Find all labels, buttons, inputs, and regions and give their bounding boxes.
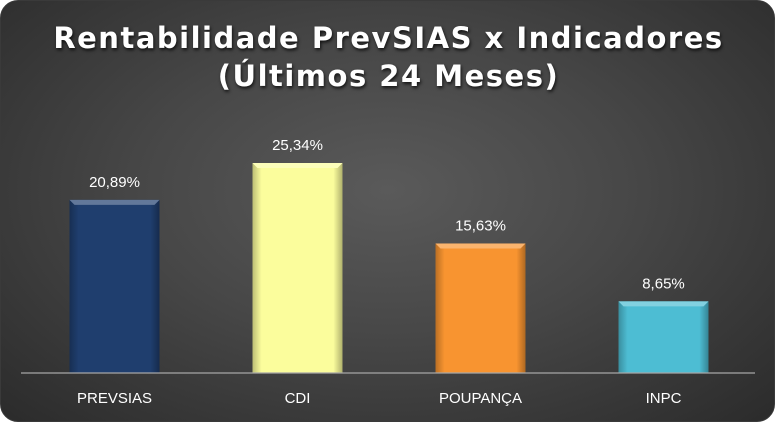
bar-cdi: [252, 163, 343, 373]
x-tick-label-cdi: CDI: [285, 390, 311, 407]
data-label-cdi: 25,34%: [272, 137, 323, 154]
x-tick-labels-group: PREVSIAS CDI POUPANÇA INPC: [77, 390, 682, 407]
data-label-prevsias: 20,89%: [89, 174, 140, 191]
bar-bevel-cdi: [252, 163, 343, 168]
bar-bevel-prevsias: [69, 199, 160, 205]
chart-title: Rentabilidade PrevSIAS x Indicadores (Úl…: [1, 19, 774, 95]
x-tick-label-prevsias: PREVSIAS: [77, 390, 152, 407]
bar-prevsias: [69, 199, 160, 373]
data-label-poupança: 15,63%: [455, 217, 506, 234]
bars-group: [69, 163, 709, 373]
x-tick-label-poupança: POUPANÇA: [439, 390, 522, 407]
bar-inpc: [618, 301, 709, 373]
data-label-inpc: 8,65%: [642, 275, 685, 292]
bar-poupança: [435, 243, 526, 373]
data-labels-group: 20,89% 25,34% 15,63% 8,65%: [89, 137, 685, 292]
x-tick-label-inpc: INPC: [646, 390, 682, 407]
chart-title-line-1: Rentabilidade PrevSIAS x Indicadores: [53, 21, 724, 55]
chart-title-line-2: (Últimos 24 Meses): [217, 59, 560, 93]
bar-bevel-inpc: [618, 301, 709, 307]
bar-bevel-poupança: [435, 243, 526, 249]
